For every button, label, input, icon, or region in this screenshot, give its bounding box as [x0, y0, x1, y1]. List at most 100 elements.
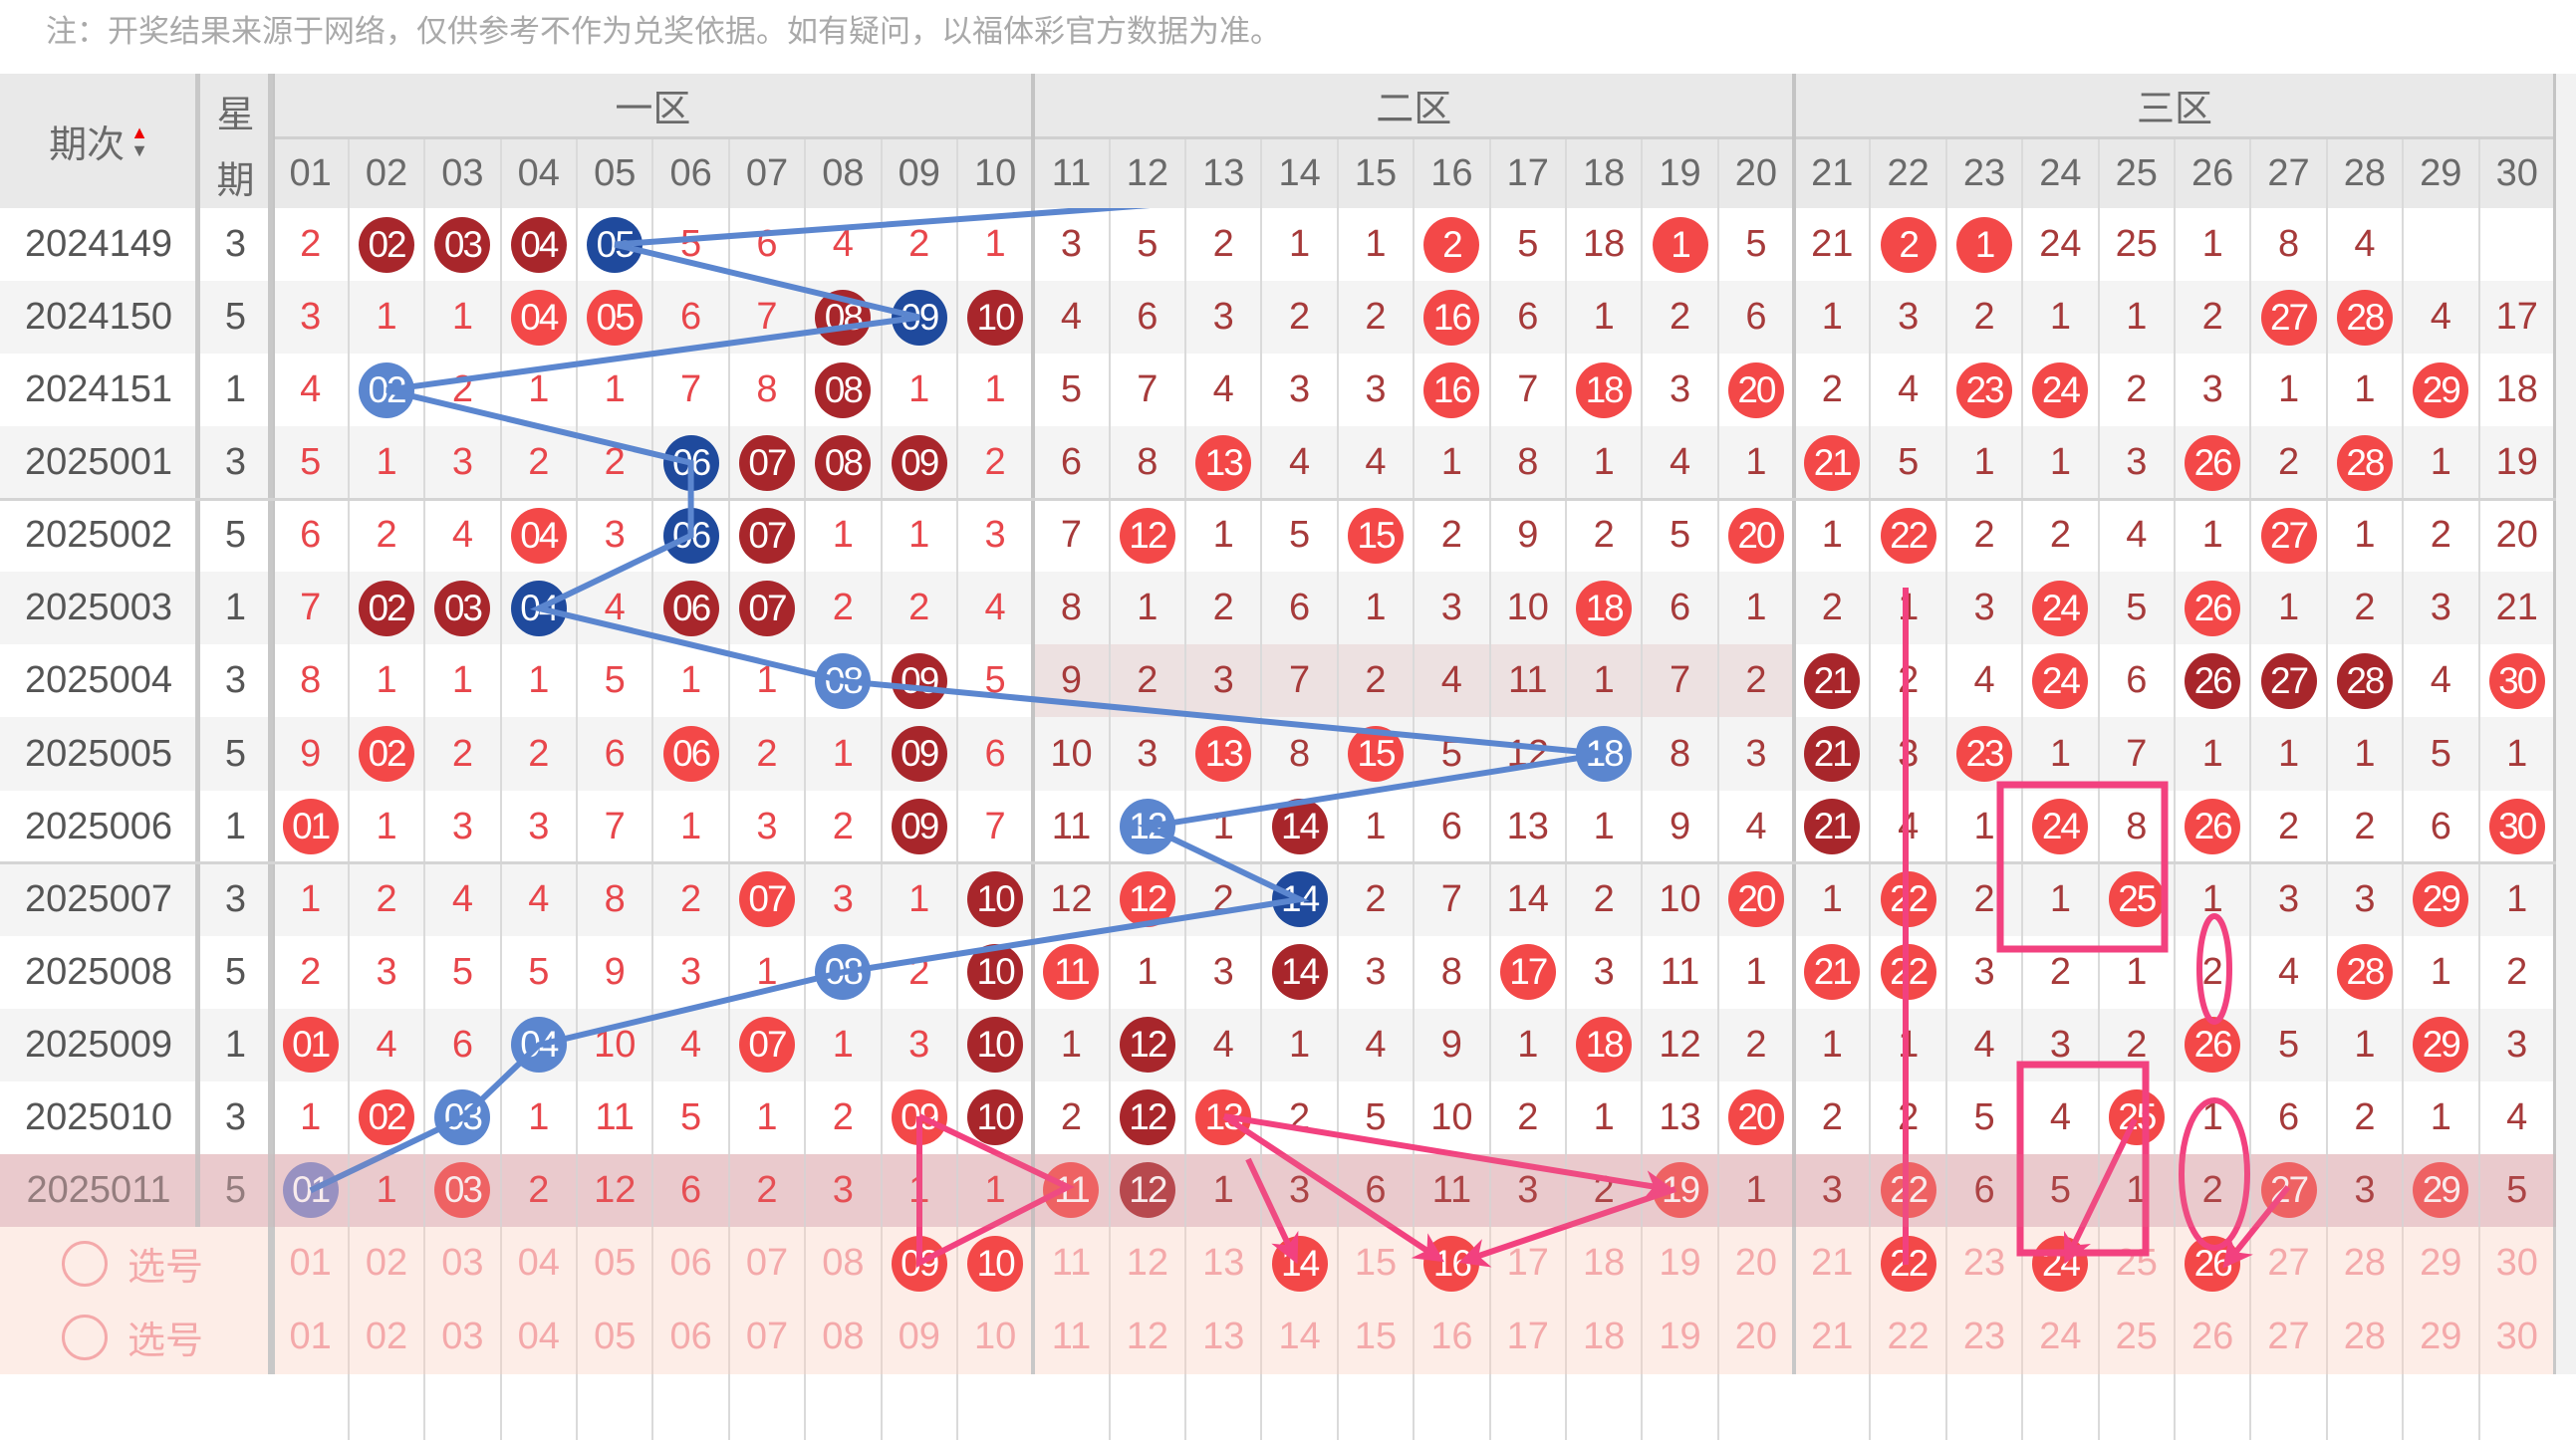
- pick-number[interactable]: 29: [2420, 1242, 2462, 1285]
- pick-number[interactable]: 19: [1659, 1242, 1701, 1285]
- ball-cell[interactable]: 30: [2479, 644, 2555, 717]
- ball-cell[interactable]: 09: [882, 644, 957, 717]
- ball-cell[interactable]: 2: [1414, 208, 1489, 281]
- ball-cell[interactable]: 21: [1794, 644, 1870, 717]
- pick-number[interactable]: 21: [1811, 1316, 1854, 1358]
- ball-cell[interactable]: 10: [957, 1081, 1033, 1154]
- pick-number[interactable]: 16: [1430, 1316, 1473, 1358]
- ball-cell[interactable]: 12: [1110, 791, 1185, 863]
- ball-cell[interactable]: 09: [882, 281, 957, 354]
- selected-ball[interactable]: 22: [1880, 1235, 1936, 1292]
- ball-cell[interactable]: 23: [1946, 717, 2022, 790]
- pick-number[interactable]: 09: [882, 1227, 957, 1301]
- ball-cell[interactable]: 07: [729, 426, 805, 499]
- pick-number[interactable]: 06: [669, 1316, 712, 1358]
- pick-number[interactable]: 03: [441, 1242, 484, 1285]
- ball-cell[interactable]: 26: [2175, 426, 2250, 499]
- ball-cell[interactable]: 29: [2403, 354, 2478, 426]
- pick-number[interactable]: 16: [1414, 1227, 1489, 1301]
- ball-cell[interactable]: 29: [2403, 1154, 2478, 1227]
- ball-cell[interactable]: 15: [1338, 717, 1414, 790]
- ball-cell[interactable]: 04: [501, 572, 577, 644]
- pick-number[interactable]: 12: [1126, 1242, 1168, 1285]
- ball-cell[interactable]: 04: [501, 208, 577, 281]
- ball-cell[interactable]: 21: [1794, 791, 1870, 863]
- ball-cell[interactable]: 3: [2403, 208, 2478, 281]
- pick-number[interactable]: 10: [957, 1227, 1033, 1301]
- pick-number[interactable]: 13: [1202, 1242, 1245, 1285]
- ball-cell[interactable]: 06: [652, 717, 728, 790]
- ball-cell[interactable]: 14: [1261, 936, 1337, 1009]
- pick-number[interactable]: 11: [1051, 1316, 1092, 1358]
- ball-cell[interactable]: 04: [501, 1009, 577, 1081]
- pick-number[interactable]: 07: [745, 1316, 789, 1358]
- ball-cell[interactable]: 18: [1566, 717, 1642, 790]
- selected-ball[interactable]: 16: [1423, 1235, 1480, 1292]
- ball-cell[interactable]: 07: [729, 572, 805, 644]
- ball-cell[interactable]: 21: [1794, 717, 1870, 790]
- pick-number[interactable]: 20: [1734, 1316, 1778, 1358]
- ball-cell[interactable]: 03: [424, 1154, 500, 1227]
- ball-cell[interactable]: 18: [1566, 1009, 1642, 1081]
- selected-ball[interactable]: 14: [1271, 1235, 1328, 1292]
- ball-cell[interactable]: 29: [2403, 863, 2478, 936]
- pick-number[interactable]: 21: [1811, 1242, 1854, 1285]
- pick-radio-button[interactable]: [62, 1314, 108, 1360]
- ball-cell[interactable]: 09: [882, 1081, 957, 1154]
- ball-cell[interactable]: 26: [2175, 644, 2250, 717]
- ball-cell[interactable]: 20: [1718, 354, 1794, 426]
- ball-cell[interactable]: 14: [1261, 863, 1337, 936]
- pick-number[interactable]: 04: [517, 1316, 560, 1358]
- pick-number[interactable]: 28: [2343, 1316, 2387, 1358]
- ball-cell[interactable]: 02: [349, 1081, 424, 1154]
- pick-number[interactable]: 05: [594, 1316, 637, 1358]
- pick-number[interactable]: 28: [2343, 1242, 2387, 1285]
- pick-number[interactable]: 22: [1870, 1227, 1945, 1301]
- ball-cell[interactable]: 07: [729, 863, 805, 936]
- selected-ball[interactable]: 10: [967, 1235, 1024, 1292]
- ball-cell[interactable]: 22: [1870, 863, 1945, 936]
- pick-number[interactable]: 04: [517, 1242, 560, 1285]
- ball-cell[interactable]: 18: [1566, 354, 1642, 426]
- pick-number[interactable]: 07: [745, 1242, 789, 1285]
- pick-number[interactable]: 18: [1583, 1242, 1626, 1285]
- ball-cell[interactable]: 12: [1110, 863, 1185, 936]
- ball-cell[interactable]: 04: [501, 499, 577, 572]
- pick-number[interactable]: 15: [1354, 1316, 1398, 1358]
- ball-cell[interactable]: 22: [1870, 936, 1945, 1009]
- ball-cell[interactable]: 11: [1033, 936, 1109, 1009]
- ball-cell[interactable]: 21: [1794, 426, 1870, 499]
- ball-cell[interactable]: 16: [2479, 208, 2555, 281]
- pick-number[interactable]: 29: [2420, 1316, 2462, 1358]
- ball-cell[interactable]: 05: [577, 208, 652, 281]
- ball-cell[interactable]: 18: [1566, 572, 1642, 644]
- ball-cell[interactable]: 29: [2403, 1009, 2478, 1081]
- ball-cell[interactable]: 04: [501, 281, 577, 354]
- ball-cell[interactable]: 06: [652, 426, 728, 499]
- ball-cell[interactable]: 28: [2327, 426, 2403, 499]
- pick-number[interactable]: 27: [2267, 1316, 2310, 1358]
- ball-cell[interactable]: 22: [1870, 499, 1945, 572]
- ball-cell[interactable]: 01: [273, 1154, 349, 1227]
- ball-cell[interactable]: 06: [652, 572, 728, 644]
- pick-number[interactable]: 27: [2267, 1242, 2310, 1285]
- pick-number[interactable]: 26: [2191, 1316, 2234, 1358]
- ball-cell[interactable]: 01: [273, 791, 349, 863]
- ball-cell[interactable]: 28: [2327, 936, 2403, 1009]
- ball-cell[interactable]: 06: [652, 499, 728, 572]
- pick-number[interactable]: 30: [2495, 1242, 2538, 1285]
- ball-cell[interactable]: 05: [577, 281, 652, 354]
- ball-cell[interactable]: 28: [2327, 281, 2403, 354]
- ball-cell[interactable]: 20: [1718, 1081, 1794, 1154]
- ball-cell[interactable]: 26: [2175, 572, 2250, 644]
- selected-ball[interactable]: 26: [2185, 1235, 2241, 1292]
- ball-cell[interactable]: 1: [1946, 208, 2022, 281]
- ball-cell[interactable]: 12: [1110, 1009, 1185, 1081]
- ball-cell[interactable]: 16: [1414, 354, 1489, 426]
- pick-number[interactable]: 26: [2175, 1227, 2250, 1301]
- pick-number[interactable]: 08: [822, 1242, 865, 1285]
- ball-cell[interactable]: 20: [1718, 499, 1794, 572]
- pick-number[interactable]: 10: [973, 1316, 1017, 1358]
- ball-cell[interactable]: 22: [1870, 1154, 1945, 1227]
- ball-cell[interactable]: 27: [2250, 644, 2326, 717]
